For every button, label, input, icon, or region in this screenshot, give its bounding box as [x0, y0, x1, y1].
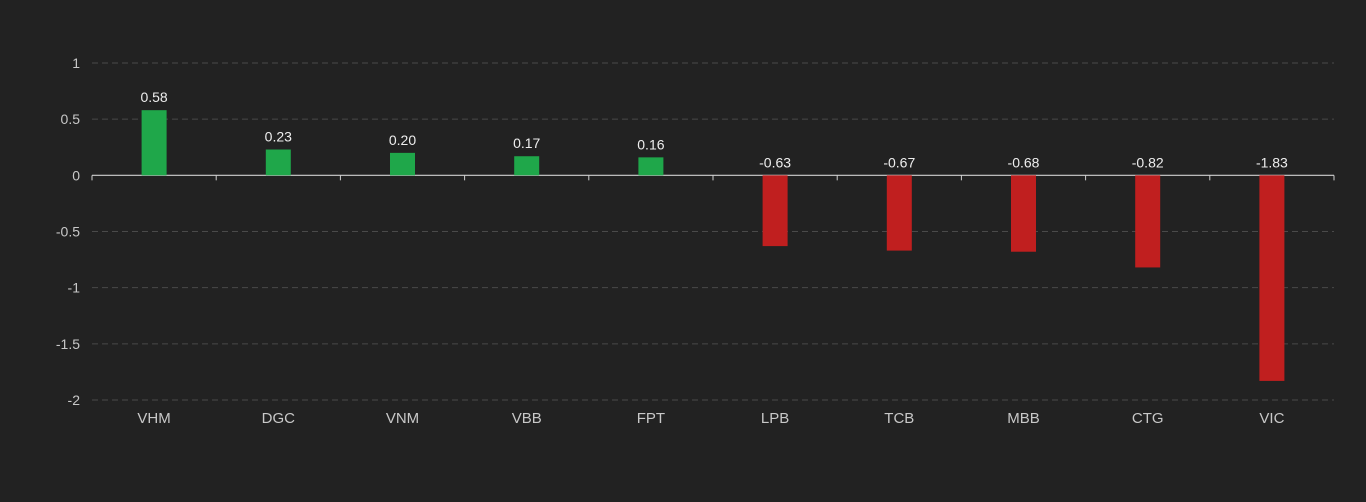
x-category-label: VIC	[1259, 410, 1284, 427]
data-label: -0.82	[1132, 154, 1164, 170]
data-label: -0.68	[1008, 154, 1040, 170]
y-tick-label: 0	[72, 167, 80, 183]
y-tick-label: -0.5	[56, 224, 80, 240]
bar-tcb[interactable]	[886, 175, 912, 251]
data-label: -1.83	[1256, 154, 1288, 170]
x-category-label: MBB	[1007, 410, 1040, 427]
x-category-label: LPB	[761, 410, 789, 427]
x-axis	[91, 174, 1335, 181]
data-label: 0.16	[637, 136, 664, 152]
data-label: 0.23	[265, 128, 292, 144]
y-axis-tick-labels: 1 0.5 0 -0.5 -1 -1.5 -2	[56, 55, 80, 408]
x-category-label: FPT	[637, 410, 665, 427]
bar-dgc[interactable]	[265, 149, 291, 176]
bar-vbb[interactable]	[514, 156, 540, 176]
x-category-label: DGC	[262, 410, 296, 427]
data-label: 0.17	[513, 135, 540, 151]
x-category-label: CTG	[1132, 410, 1164, 427]
data-labels: 0.58 0.23 0.20 0.17 0.16 -0.63 -0.67 -0.68 -0.82…	[140, 89, 1288, 170]
bar-vnm[interactable]	[390, 152, 415, 176]
y-tick-label: -1.5	[56, 336, 80, 352]
bar-mbb[interactable]	[1011, 175, 1036, 252]
data-label: -0.63	[759, 154, 791, 170]
y-tick-label: -1	[68, 280, 81, 296]
data-label: 0.58	[140, 89, 167, 105]
x-axis-category-labels: VHM DGC VNM VBB FPT LPB TCB MBB CTG VIC	[137, 410, 1284, 427]
x-category-label: TCB	[884, 410, 914, 427]
bar-fpt[interactable]	[638, 157, 664, 176]
x-category-label: VBB	[512, 410, 542, 427]
x-category-label: VNM	[386, 410, 419, 427]
x-category-label: VHM	[137, 410, 170, 427]
y-tick-label: 1	[72, 55, 80, 71]
y-tick-label: 0.5	[61, 111, 81, 127]
bar-vhm[interactable]	[141, 110, 167, 176]
bar-ctg[interactable]	[1135, 175, 1161, 268]
data-label: 0.20	[389, 132, 416, 148]
y-tick-label: -2	[68, 392, 81, 408]
data-label: -0.67	[883, 154, 915, 170]
bars	[141, 110, 1285, 381]
grid-lines	[92, 62, 1334, 401]
bar-lpb[interactable]	[762, 175, 788, 247]
bar-vic[interactable]	[1259, 175, 1285, 381]
